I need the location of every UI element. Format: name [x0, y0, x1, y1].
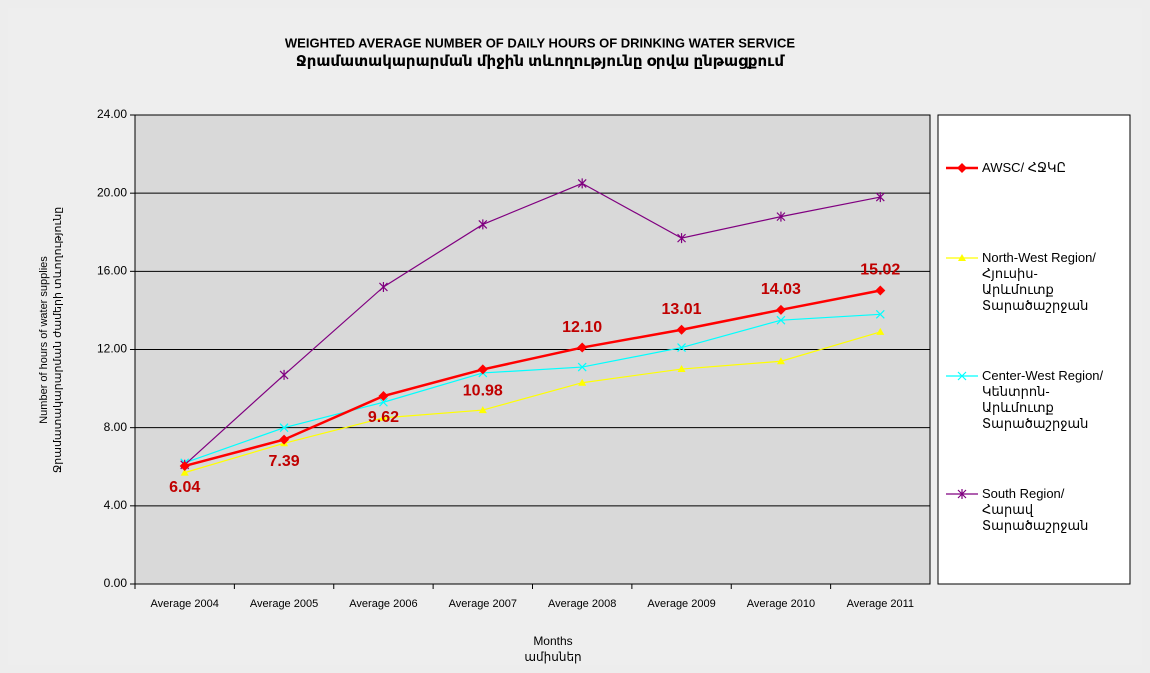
point — [379, 397, 388, 407]
point — [478, 219, 488, 230]
point — [677, 343, 686, 352]
data-label: 13.01 — [662, 301, 702, 318]
legend-label: AWSC/ ՀՋԿԸ — [982, 160, 1067, 175]
x-tick-label: Average 2007 — [449, 598, 517, 610]
point — [478, 406, 487, 414]
data-label: 14.03 — [761, 281, 801, 298]
point — [179, 460, 190, 471]
point — [577, 178, 587, 189]
y-tick-label: 24.00 — [97, 107, 127, 121]
x-tick-label: Average 2004 — [151, 598, 219, 610]
point — [378, 391, 389, 402]
point — [776, 315, 786, 325]
point — [379, 281, 388, 292]
point — [477, 364, 488, 375]
point — [677, 365, 686, 373]
legend-label: South Region/ Հարավ Տարածաշրջան — [982, 486, 1089, 533]
legend-label: North-West Region/ Հյուսիս-Արևմուտք Տարա… — [982, 250, 1096, 313]
x-tick-label: Average 2009 — [647, 598, 715, 610]
x-axis-title: Months — [533, 634, 572, 648]
point — [776, 357, 785, 365]
y-tick-label: 4.00 — [104, 498, 128, 512]
chart-title: WEIGHTED AVERAGE NUMBER OF DAILY HOURS O… — [285, 35, 795, 50]
point — [279, 423, 289, 433]
point — [279, 369, 289, 380]
point — [875, 192, 885, 203]
x-axis-title-2: ամիսներ — [524, 650, 581, 664]
y-tick-label: 0.00 — [104, 576, 128, 590]
data-label: 7.39 — [268, 453, 299, 470]
point — [676, 324, 687, 335]
point — [775, 304, 786, 315]
point — [578, 378, 587, 386]
y-tick-label: 16.00 — [97, 264, 127, 278]
data-label: 15.02 — [860, 262, 900, 279]
x-tick-label: Average 2008 — [548, 598, 616, 610]
point — [875, 285, 886, 296]
series-line — [184, 331, 881, 474]
series-line — [184, 182, 881, 466]
point — [677, 233, 686, 244]
y-tick-label: 20.00 — [97, 185, 127, 199]
chart-subtitle: Ջրամատակարարման միջին տևողությունը օրվա … — [296, 53, 785, 70]
series-line — [184, 289, 881, 468]
legend-marker — [957, 371, 967, 381]
point — [876, 327, 885, 335]
legend-marker — [957, 163, 967, 173]
data-label: 6.04 — [169, 479, 200, 496]
legend-label: Center-West Region/ Կենտրոն-Արևմուտք Տար… — [982, 368, 1104, 431]
x-tick-label: Average 2010 — [747, 598, 815, 610]
legend-marker — [958, 254, 966, 261]
x-tick-label: Average 2005 — [250, 598, 318, 610]
y-axis-title-2: Ջրամատակարարման ժամերի տևողությունը — [52, 207, 64, 473]
x-tick-label: Average 2006 — [349, 598, 417, 610]
point — [577, 362, 587, 372]
point — [379, 413, 388, 421]
y-axis-title: Number of hours of water supplies — [38, 256, 50, 424]
point — [577, 342, 588, 353]
data-label: 9.62 — [368, 409, 399, 426]
data-label: 10.98 — [463, 383, 503, 400]
point — [875, 309, 885, 319]
point — [180, 468, 189, 476]
series-line — [184, 313, 881, 464]
point — [776, 211, 786, 222]
y-tick-label: 8.00 — [104, 420, 128, 434]
x-tick-label: Average 2011 — [847, 598, 914, 610]
y-tick-label: 12.00 — [97, 342, 127, 356]
legend-box — [937, 114, 1131, 585]
legend-marker — [957, 489, 967, 499]
point — [279, 434, 290, 445]
data-label: 12.10 — [562, 319, 602, 336]
